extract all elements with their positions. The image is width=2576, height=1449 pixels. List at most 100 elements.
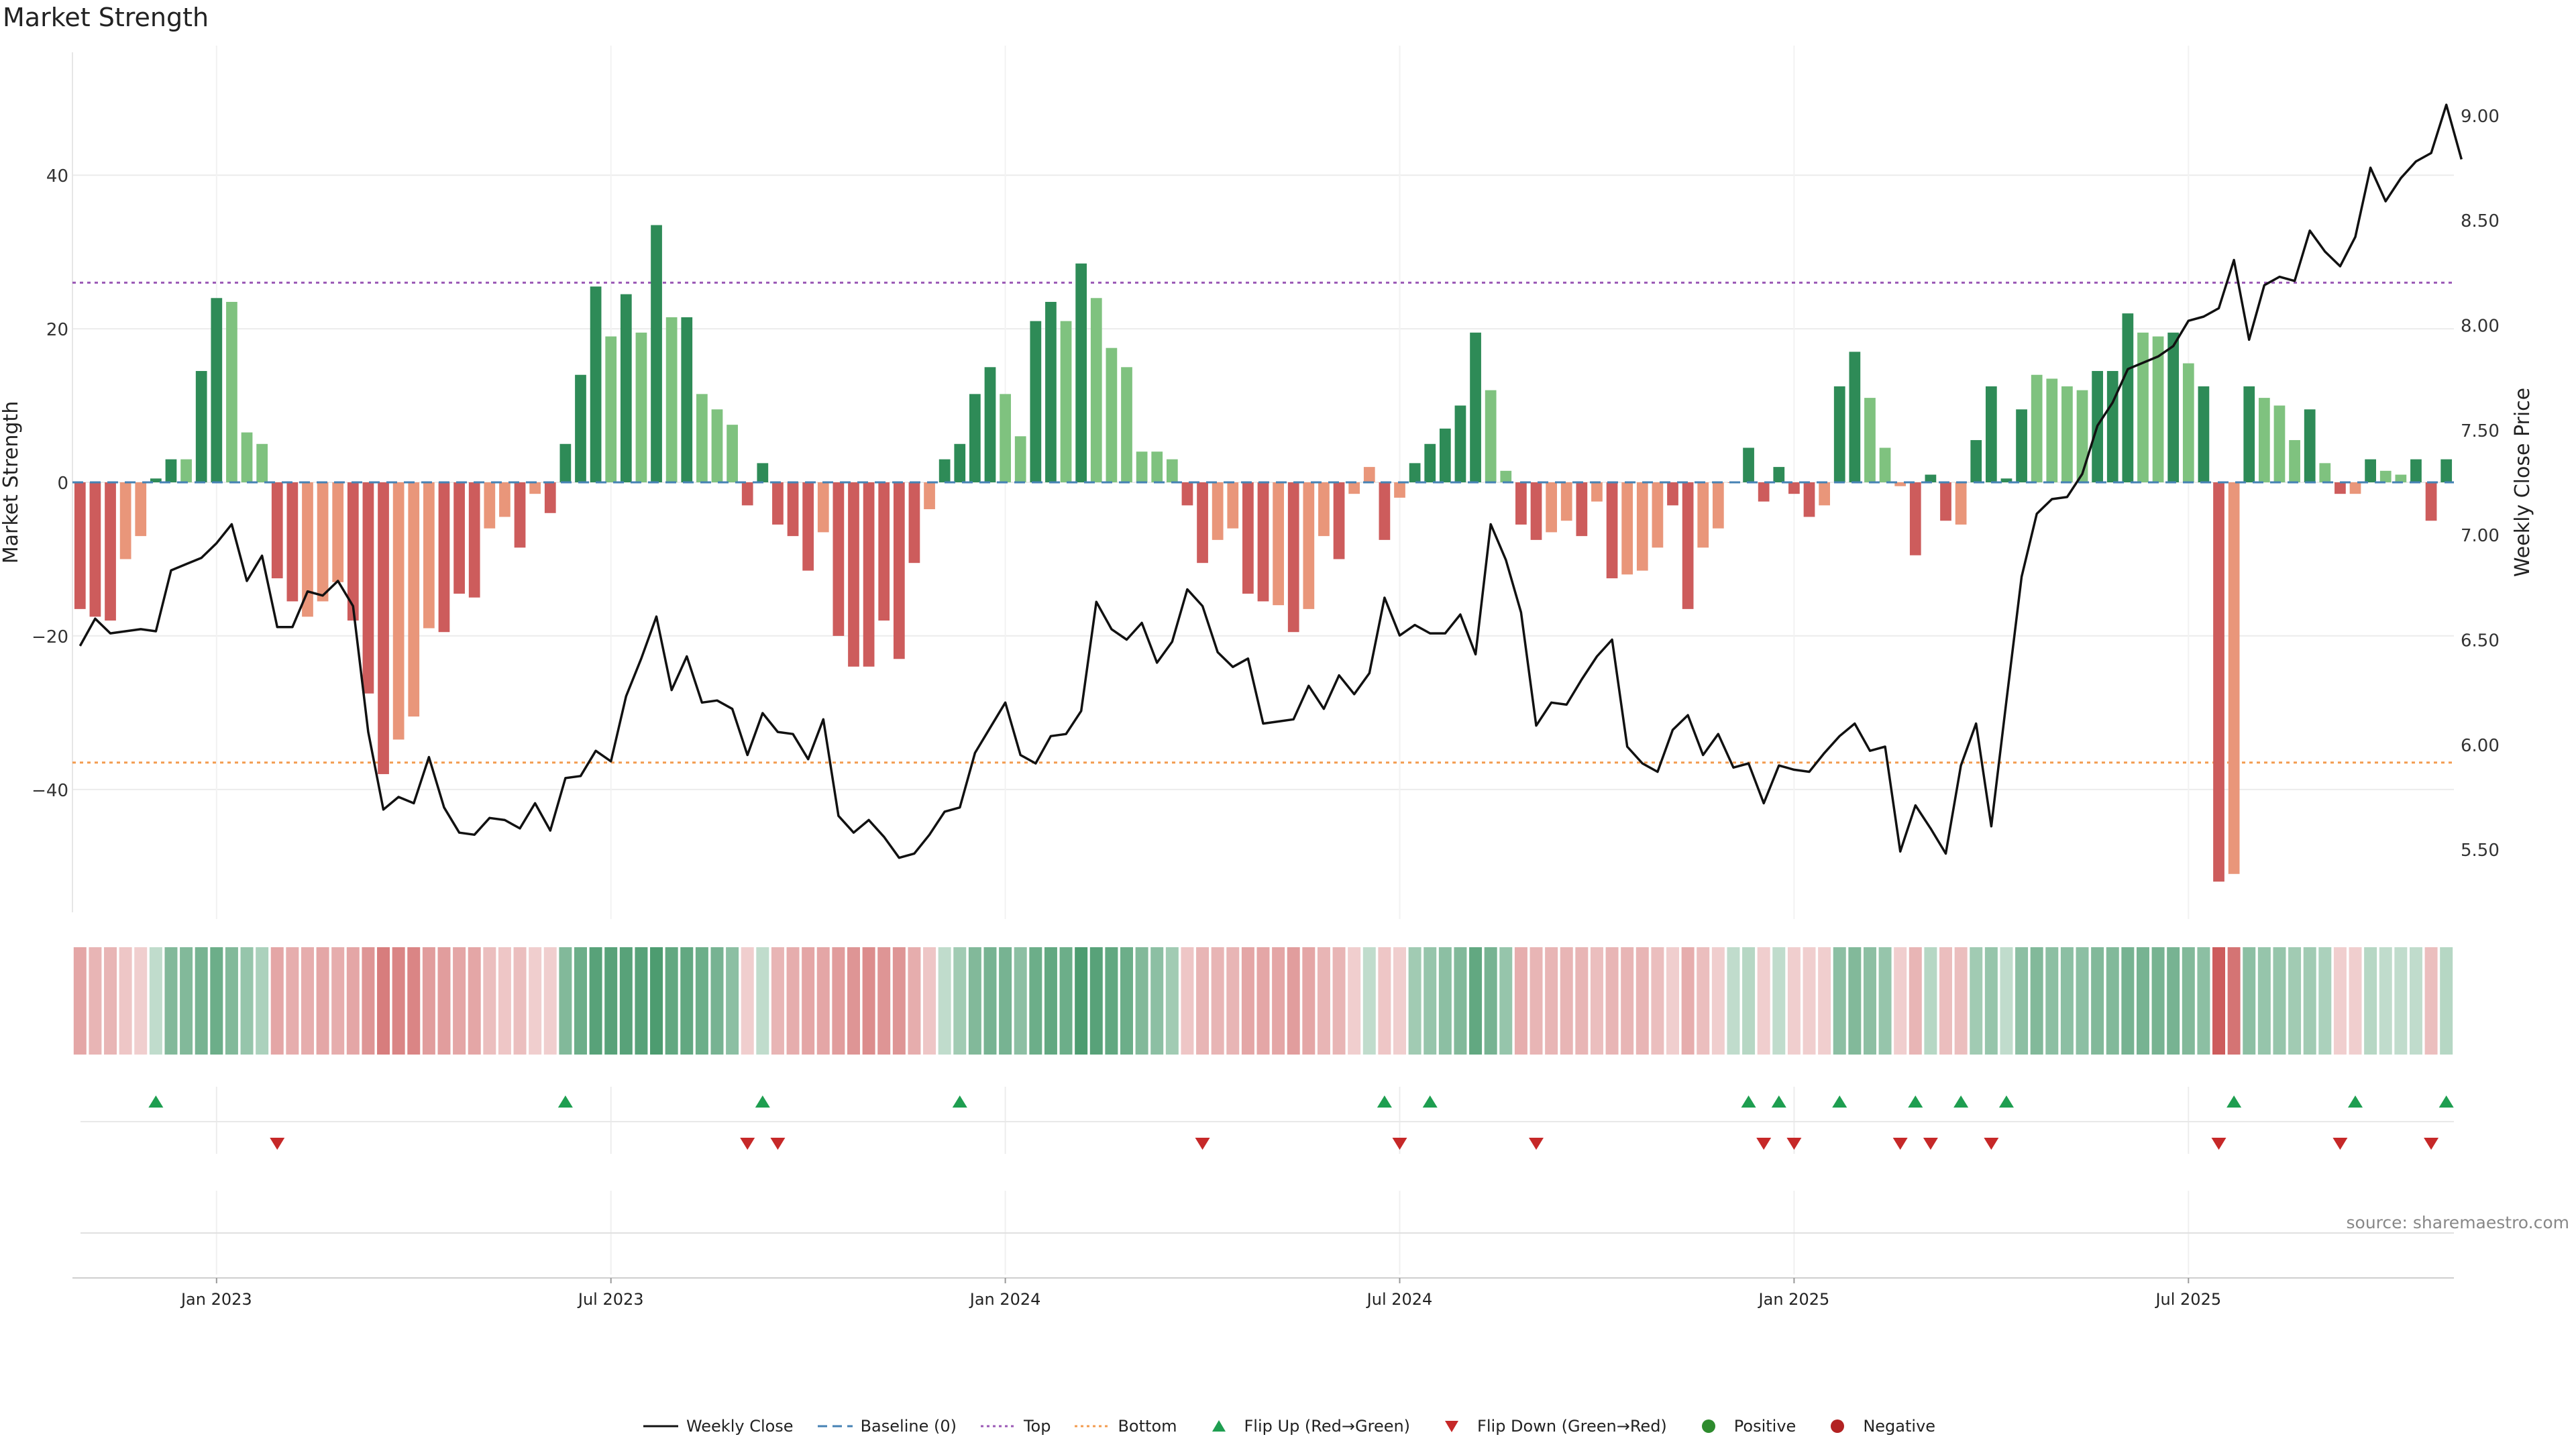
strength-strip-cell [422,947,435,1055]
strength-bar [1394,482,1405,498]
strength-bar [226,302,237,482]
strength-strip-cell [786,947,800,1055]
strength-strip-cell [1529,947,1543,1055]
strength-bar [2137,332,2149,482]
strength-bar [1788,482,1800,494]
strength-bar [787,482,799,537]
strength-strip-cell [225,947,238,1055]
strength-bar [984,367,996,482]
y2-tick-label: 9.00 [2461,107,2500,127]
legend-item-bottom: Bottom [1072,1417,1177,1436]
strength-strip-cell [2424,947,2438,1055]
strength-strip-cell [1833,947,1846,1055]
strength-strip-cell [513,947,527,1055]
strength-strip-cell [695,947,708,1055]
flip-down-marker [2211,1138,2226,1150]
strength-bar [727,425,738,482]
strength-bar [2258,398,2270,482]
strength-bar [908,482,920,564]
strength-bar [1955,482,1967,525]
flip-down-marker [740,1138,755,1150]
legend-label: Positive [1733,1417,1796,1436]
strength-bar [529,482,541,494]
flip-down-marker [270,1138,285,1150]
strength-strip-cell [2288,947,2302,1055]
strength-strip-cell [316,947,329,1055]
strength-bar [1560,482,1572,521]
strength-strip-cell [741,947,754,1055]
strength-strip-cell [710,947,724,1055]
legend-symbol-top [978,1418,1018,1434]
strength-bar [74,482,86,609]
strength-bar [1909,482,1921,555]
strength-bar [1985,386,1997,482]
strength-bar [2334,482,2346,494]
strength-bar [1121,367,1132,482]
legend-label: Flip Up (Red→Green) [1244,1417,1411,1436]
strength-strip-cell [1772,947,1786,1055]
strength-bar [1424,443,1436,482]
strength-strip-cell [862,947,875,1055]
strength-strip-cell [407,947,421,1055]
flip-up-marker [148,1095,164,1108]
strength-bar [2106,371,2118,482]
legend-symbol-baseline [815,1418,855,1434]
flip-up-marker [2438,1095,2454,1108]
strength-strip-cell [301,947,314,1055]
strength-strip-cell [1226,947,1240,1055]
strength-strip-cell [1878,947,1892,1055]
flip-down-marker [1786,1138,1802,1150]
strength-strip-cell [1378,947,1391,1055]
flip-down-marker [1195,1138,1210,1150]
strength-bar [1439,428,1451,482]
strength-bar [2440,459,2453,482]
strength-strip-cell [1469,947,1483,1055]
strength-strip-cell [1697,947,1710,1055]
strength-bar [817,482,829,533]
y-tick-label: 20 [46,320,68,340]
flip-up-marker [1908,1095,1923,1108]
strength-bar [2273,405,2286,482]
strength-strip-cell [1454,947,1467,1055]
legend-symbol-close [641,1418,681,1434]
strength-bar [651,225,662,482]
strength-bar [468,482,480,598]
strength-strip-cell [832,947,845,1055]
strength-strip-cell [270,947,284,1055]
strength-strip-cell [392,947,405,1055]
strength-strip-cell [1348,947,1361,1055]
strength-bar [605,336,617,482]
legend-label: Flip Down (Green→Red) [1477,1417,1667,1436]
strength-strip-cell [346,947,360,1055]
strength-strip-cell [195,947,208,1055]
strength-bar [2061,386,2073,482]
strength-bar [378,482,389,774]
strength-strip-cell [1317,947,1330,1055]
strength-bar [665,317,678,482]
strength-strip-cell [1181,947,1194,1055]
strength-strip-cell [1651,947,1664,1055]
legend-item-flip-down: Flip Down (Green→Red) [1432,1417,1667,1436]
strength-bar [1864,398,1876,482]
strength-strip-cell [1848,947,1862,1055]
strength-strip-cell [2212,947,2226,1055]
strength-strip-cell [1105,947,1118,1055]
strength-strip-cell [1909,947,1922,1055]
strength-strip-cell [1408,947,1421,1055]
strength-strip-cell [1089,947,1103,1055]
strength-strip-cell [1059,947,1073,1055]
strength-strip-cell [286,947,299,1055]
strength-strip-cell [1590,947,1603,1055]
strength-bar [878,482,890,621]
strength-bar [271,482,283,579]
source-note: source: sharemaestro.com [2346,1213,2570,1232]
strength-bar [180,459,192,482]
y2-axis-title: Weekly Close Price [2511,388,2534,577]
strength-strip-cell [1044,947,1057,1055]
strength-bar [1682,482,1694,609]
strength-bar [1697,482,1709,548]
strength-strip-cell [908,947,921,1055]
strength-bar [1045,302,1057,482]
strength-strip-cell [1954,947,1968,1055]
strength-strip-cell [756,947,769,1055]
